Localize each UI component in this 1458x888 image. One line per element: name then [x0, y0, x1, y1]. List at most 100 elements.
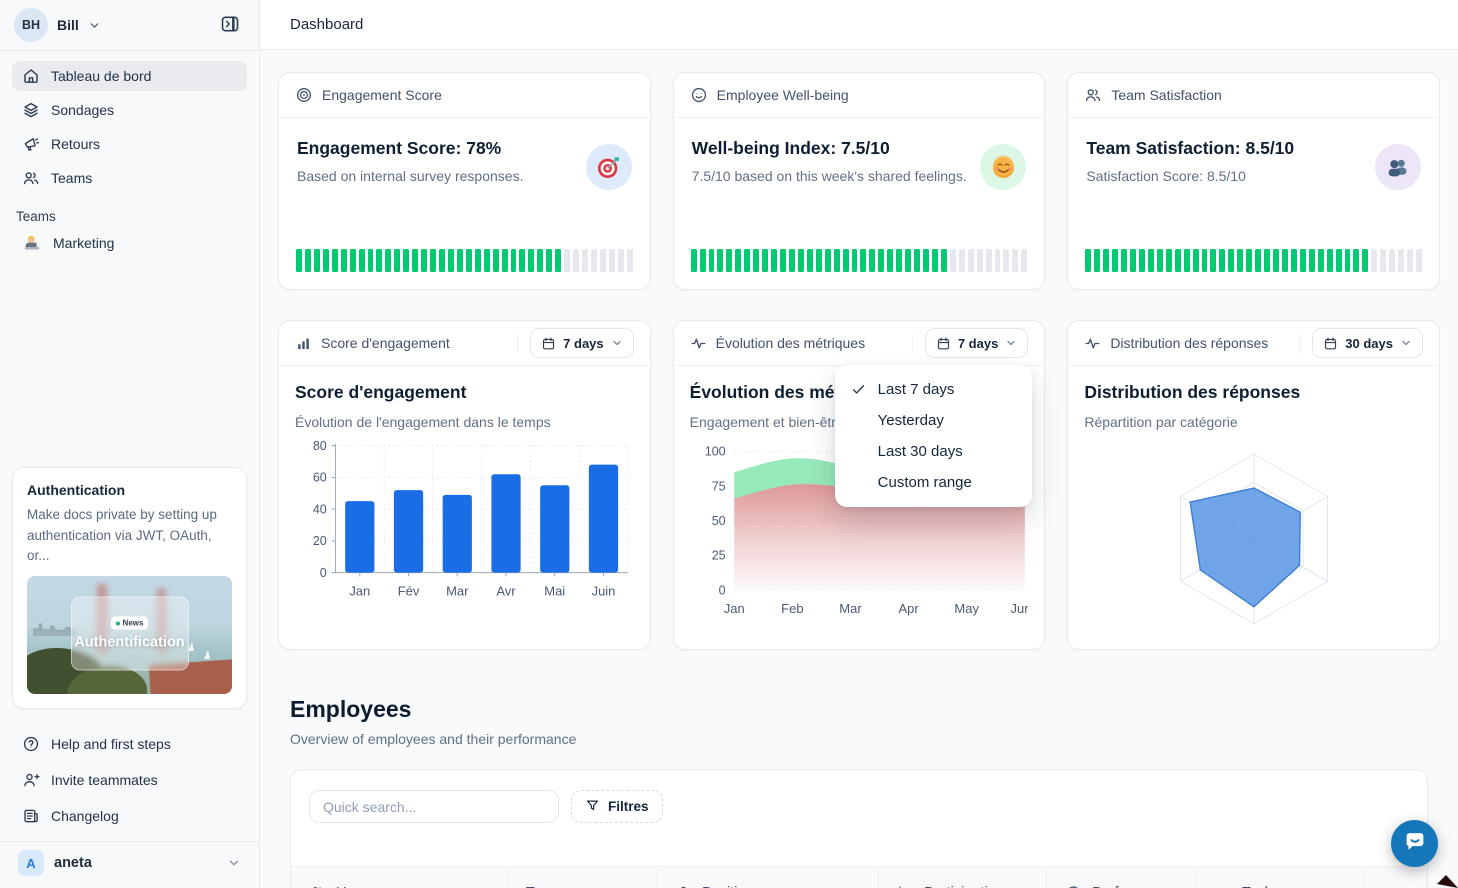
menu-item-last-7-days[interactable]: Last 7 days	[835, 374, 1032, 405]
svg-text:20: 20	[313, 534, 327, 548]
layers-icon	[22, 101, 40, 119]
employees-table-card: Filtres User Team	[290, 769, 1428, 888]
stat-subtitle: 7.5/10 based on this week's shared feeli…	[691, 168, 967, 184]
account-menu[interactable]: A aneta	[12, 842, 247, 888]
range-select-button[interactable]: 7 days	[924, 328, 1029, 358]
stat-title: Team Satisfaction: 8.5/10	[1086, 138, 1295, 158]
column-header-position[interactable]: Position	[656, 867, 878, 888]
sidebar-item-invite[interactable]: Invite teammates	[12, 765, 247, 795]
table-header-row: User Team Position	[291, 866, 1427, 888]
progress-bar	[690, 249, 1028, 272]
svg-text:Feb: Feb	[781, 601, 803, 616]
chart-subtitle: Évolution de l'engagement dans le temps	[295, 414, 551, 430]
search-input[interactable]	[309, 790, 559, 823]
smiling-face-emoji	[980, 144, 1027, 190]
workspace-switcher[interactable]: BH Bill	[12, 0, 247, 50]
sidebar: BH Bill Tableau de bord	[0, 0, 260, 888]
column-header-tasks[interactable]: Tasks	[1196, 867, 1364, 888]
sidebar-item-label: Help and first steps	[51, 736, 171, 752]
pie-chart-icon	[1065, 884, 1082, 888]
svg-text:Apr: Apr	[898, 601, 919, 616]
divider	[911, 333, 913, 353]
dart-target-emoji	[585, 144, 632, 190]
promo-card-authentication[interactable]: Authentication Make docs private by sett…	[12, 467, 247, 709]
card-header-right: 7 days	[517, 328, 634, 358]
employees-section: Employees Overview of employees and thei…	[278, 696, 1440, 888]
table-toolbar: Filtres	[291, 770, 1427, 823]
column-header-user[interactable]: User	[291, 867, 507, 888]
check-icon	[851, 382, 868, 397]
workspace-name: Bill	[57, 17, 79, 33]
range-select-button[interactable]: 30 days	[1312, 328, 1423, 358]
stat-subtitle: Based on internal survey responses.	[297, 168, 524, 184]
menu-item-yesterday[interactable]: Yesterday	[835, 405, 1032, 436]
chevron-down-icon	[611, 337, 623, 349]
sidebar-item-label: Marketing	[53, 235, 115, 251]
svg-text:Avr: Avr	[496, 584, 516, 599]
svg-text:25: 25	[711, 549, 725, 563]
sidebar-item-label: Changelog	[51, 808, 119, 824]
column-label: User	[336, 885, 367, 888]
activity-icon	[1084, 335, 1101, 352]
svg-text:60: 60	[313, 471, 327, 485]
chat-widget-button[interactable]	[1391, 820, 1438, 867]
sidebar-item-label: Retours	[51, 136, 101, 152]
menu-item-last-30-days[interactable]: Last 30 days	[835, 436, 1032, 467]
users-icon	[22, 169, 40, 187]
range-select-button[interactable]: 7 days	[530, 328, 634, 358]
chart-subtitle: Répartition par catégorie	[1084, 414, 1238, 430]
svg-text:100: 100	[704, 445, 725, 459]
chart-title: Score d'engagement	[295, 382, 467, 402]
megaphone-icon	[22, 135, 40, 153]
promo-title: Authentication	[27, 482, 125, 499]
filters-button[interactable]: Filtres	[571, 790, 663, 823]
chart-cards-row: Score d'engagement 7 days	[278, 320, 1440, 650]
section-title: Employees	[290, 696, 412, 722]
radar-chart	[1179, 453, 1328, 625]
range-label: 7 days	[563, 335, 604, 351]
news-badge-label: News	[122, 618, 144, 628]
home-icon	[22, 67, 40, 85]
card-header-label: Engagement Score	[322, 87, 442, 103]
teams-section-label: Teams	[16, 209, 56, 224]
sidebar-item-changelog[interactable]: Changelog	[12, 801, 247, 831]
section-subtitle: Overview of employees and their performa…	[290, 731, 577, 747]
svg-text:0: 0	[718, 583, 725, 597]
column-header-spacer	[1364, 867, 1427, 888]
sidebar-item-retours[interactable]: Retours	[12, 129, 247, 159]
sidebar-item-marketing[interactable]: Marketing	[12, 228, 247, 258]
chart-title: Distribution des réponses	[1084, 382, 1301, 402]
sidebar-item-tableau-de-bord[interactable]: Tableau de bord	[12, 61, 247, 91]
menu-item-custom-range[interactable]: Custom range	[835, 467, 1032, 498]
card-header-right: 30 days	[1299, 328, 1423, 358]
sidebar-collapse-button[interactable]	[215, 10, 245, 40]
sidebar-item-teams[interactable]: Teams	[12, 163, 247, 193]
svg-text:Jun: Jun	[1010, 601, 1028, 616]
technologist-emoji	[22, 233, 42, 253]
column-header-performance[interactable]: Performance	[1046, 867, 1196, 888]
card-header-label: Team Satisfaction	[1111, 87, 1222, 103]
card-employee-wellbeing: Employee Well-being Well-being Index: 7.…	[672, 72, 1046, 290]
card-body: Well-being Index: 7.5/10 7.5/10 based on…	[674, 118, 1045, 249]
sidebar-item-label: Sondages	[51, 102, 115, 118]
column-label: Participation	[924, 885, 1004, 888]
column-header-team[interactable]: Team	[507, 867, 656, 888]
sidebar-item-help[interactable]: Help and first steps	[12, 729, 247, 759]
column-label: Tasks	[1242, 885, 1279, 888]
svg-text:Jan: Jan	[723, 601, 744, 616]
trend-up-icon	[1215, 884, 1232, 888]
range-label: 7 days	[957, 335, 999, 351]
stat-title: Engagement Score: 78%	[297, 138, 502, 158]
sidebar-item-label: Tableau de bord	[51, 68, 152, 84]
activity-icon	[690, 335, 707, 352]
column-header-participation[interactable]: Participation	[878, 867, 1046, 888]
chevron-down-icon	[88, 19, 101, 32]
svg-text:Mar: Mar	[446, 584, 469, 599]
promo-image-caption: Authentification	[74, 634, 185, 651]
sidebar-item-sondages[interactable]: Sondages	[12, 95, 247, 125]
column-label: Position	[702, 885, 754, 888]
bar-chart: 0 20 40 60 80 Jan Fév Mar Avr Mai Juin	[313, 439, 629, 599]
svg-text:Juin: Juin	[592, 584, 616, 599]
changelog-icon	[22, 807, 40, 825]
menu-item-label: Last 7 days	[877, 381, 955, 398]
